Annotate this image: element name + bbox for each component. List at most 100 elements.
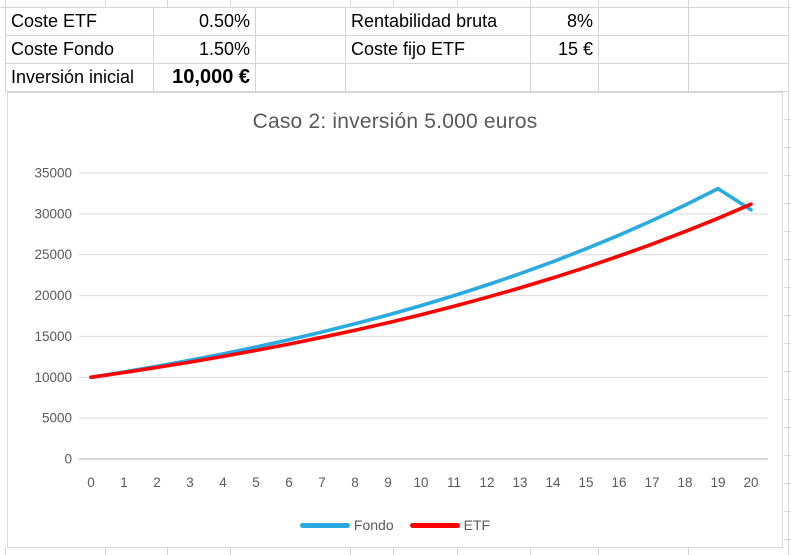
cell-empty[interactable] — [256, 64, 346, 92]
x-tick-label: 14 — [545, 475, 561, 490]
cell-empty[interactable] — [531, 64, 599, 92]
gridline — [105, 548, 106, 555]
x-tick-label: 1 — [120, 475, 128, 490]
gridline — [784, 427, 791, 428]
y-tick-label: 5000 — [42, 411, 72, 426]
x-tick-label: 18 — [677, 475, 692, 490]
cell-empty[interactable] — [689, 36, 789, 64]
gridline — [167, 0, 168, 7]
gridline — [393, 548, 394, 555]
series-line-etf[interactable] — [89, 202, 753, 380]
gridline — [788, 0, 789, 555]
x-tick-label: 16 — [611, 475, 626, 490]
gridline — [784, 147, 791, 148]
cell-rentabilidad-bruta-value[interactable]: 8% — [531, 8, 599, 36]
gridline — [784, 175, 791, 176]
y-tick-label: 25000 — [34, 247, 72, 262]
y-tick-label: 10000 — [34, 370, 72, 385]
gridline — [784, 371, 791, 372]
cell-rentabilidad-bruta-label[interactable]: Rentabilidad bruta — [346, 8, 531, 36]
gridline — [784, 287, 791, 288]
legend-swatch-fondo — [299, 522, 350, 528]
gridline — [167, 548, 168, 555]
x-tick-label: 20 — [743, 475, 758, 490]
gridline — [350, 0, 351, 7]
cell-coste-etf-value[interactable]: 0.50% — [154, 8, 256, 36]
legend-swatch-etf — [409, 522, 460, 528]
legend-item-fondo[interactable]: Fondo — [299, 517, 394, 533]
cell-empty[interactable] — [689, 8, 789, 36]
gridline — [5, 548, 6, 555]
x-tick-label: 12 — [479, 475, 494, 490]
x-tick-label: 2 — [153, 475, 161, 490]
x-tick-label: 8 — [351, 475, 359, 490]
x-tick-label: 7 — [318, 475, 326, 490]
gridline — [350, 548, 351, 555]
gridline — [457, 0, 458, 7]
gridline — [530, 548, 531, 555]
x-tick-label: 15 — [578, 475, 593, 490]
x-tick-label: 6 — [285, 475, 293, 490]
gridline — [688, 0, 689, 7]
gridline — [530, 0, 531, 7]
cell-empty[interactable] — [346, 64, 531, 92]
cell-coste-fijo-etf-label[interactable]: Coste fijo ETF — [346, 36, 531, 64]
gridline — [784, 203, 791, 204]
gridline — [784, 259, 791, 260]
legend-label: ETF — [463, 517, 491, 533]
x-tick-label: 10 — [413, 475, 428, 490]
gridline — [598, 548, 599, 555]
x-tick-label: 9 — [384, 475, 392, 490]
cell-coste-fondo-label[interactable]: Coste Fondo — [6, 36, 154, 64]
gridline — [784, 343, 791, 344]
cell-empty[interactable] — [599, 64, 689, 92]
chart-title: Caso 2: inversión 5.000 euros — [252, 110, 538, 133]
gridline — [784, 455, 791, 456]
x-tick-label: 13 — [512, 475, 527, 490]
y-tick-label: 15000 — [34, 329, 72, 344]
cell-inversion-inicial-value[interactable]: 10,000 € — [154, 64, 256, 92]
cell-empty[interactable] — [599, 8, 689, 36]
gridline — [784, 231, 791, 232]
parameter-cells: Coste ETF 0.50% Rentabilidad bruta 8% Co… — [5, 7, 789, 92]
x-tick-label: 0 — [87, 475, 95, 490]
gridline — [598, 0, 599, 7]
cell-empty[interactable] — [599, 36, 689, 64]
chart-legend: Fondo ETF — [8, 516, 782, 534]
gridline — [393, 0, 394, 7]
x-tick-label: 19 — [710, 475, 725, 490]
gridline — [688, 548, 689, 555]
y-tick-label: 0 — [64, 452, 72, 467]
cell-empty[interactable] — [256, 8, 346, 36]
y-tick-label: 30000 — [34, 206, 72, 221]
gridline — [784, 399, 791, 400]
cell-coste-fijo-etf-value[interactable]: 15 € — [531, 36, 599, 64]
gridline — [784, 511, 791, 512]
cell-coste-fondo-value[interactable]: 1.50% — [154, 36, 256, 64]
gridline — [230, 548, 231, 555]
gridline — [784, 315, 791, 316]
y-tick-label: 20000 — [34, 288, 72, 303]
gridline — [105, 0, 106, 7]
x-tick-label: 17 — [644, 475, 659, 490]
gridline — [5, 0, 6, 7]
series-line-fondo[interactable] — [89, 186, 753, 380]
x-tick-label: 11 — [447, 475, 461, 490]
legend-item-etf[interactable]: ETF — [409, 517, 491, 533]
cell-inversion-inicial-label[interactable]: Inversión inicial — [6, 64, 154, 92]
chart-object[interactable]: Caso 2: inversión 5.000 euros 0 5000 10000… — [7, 92, 783, 548]
gridline — [457, 548, 458, 555]
cell-coste-etf-label[interactable]: Coste ETF — [6, 8, 154, 36]
legend-label: Fondo — [353, 517, 394, 533]
cell-empty[interactable] — [689, 64, 789, 92]
gridline — [784, 483, 791, 484]
x-tick-label: 5 — [252, 475, 260, 490]
gridline — [784, 119, 791, 120]
gridline — [230, 0, 231, 7]
gridline — [784, 539, 791, 540]
x-tick-label: 3 — [186, 475, 194, 490]
y-tick-label: 35000 — [34, 166, 72, 181]
cell-empty[interactable] — [256, 36, 346, 64]
